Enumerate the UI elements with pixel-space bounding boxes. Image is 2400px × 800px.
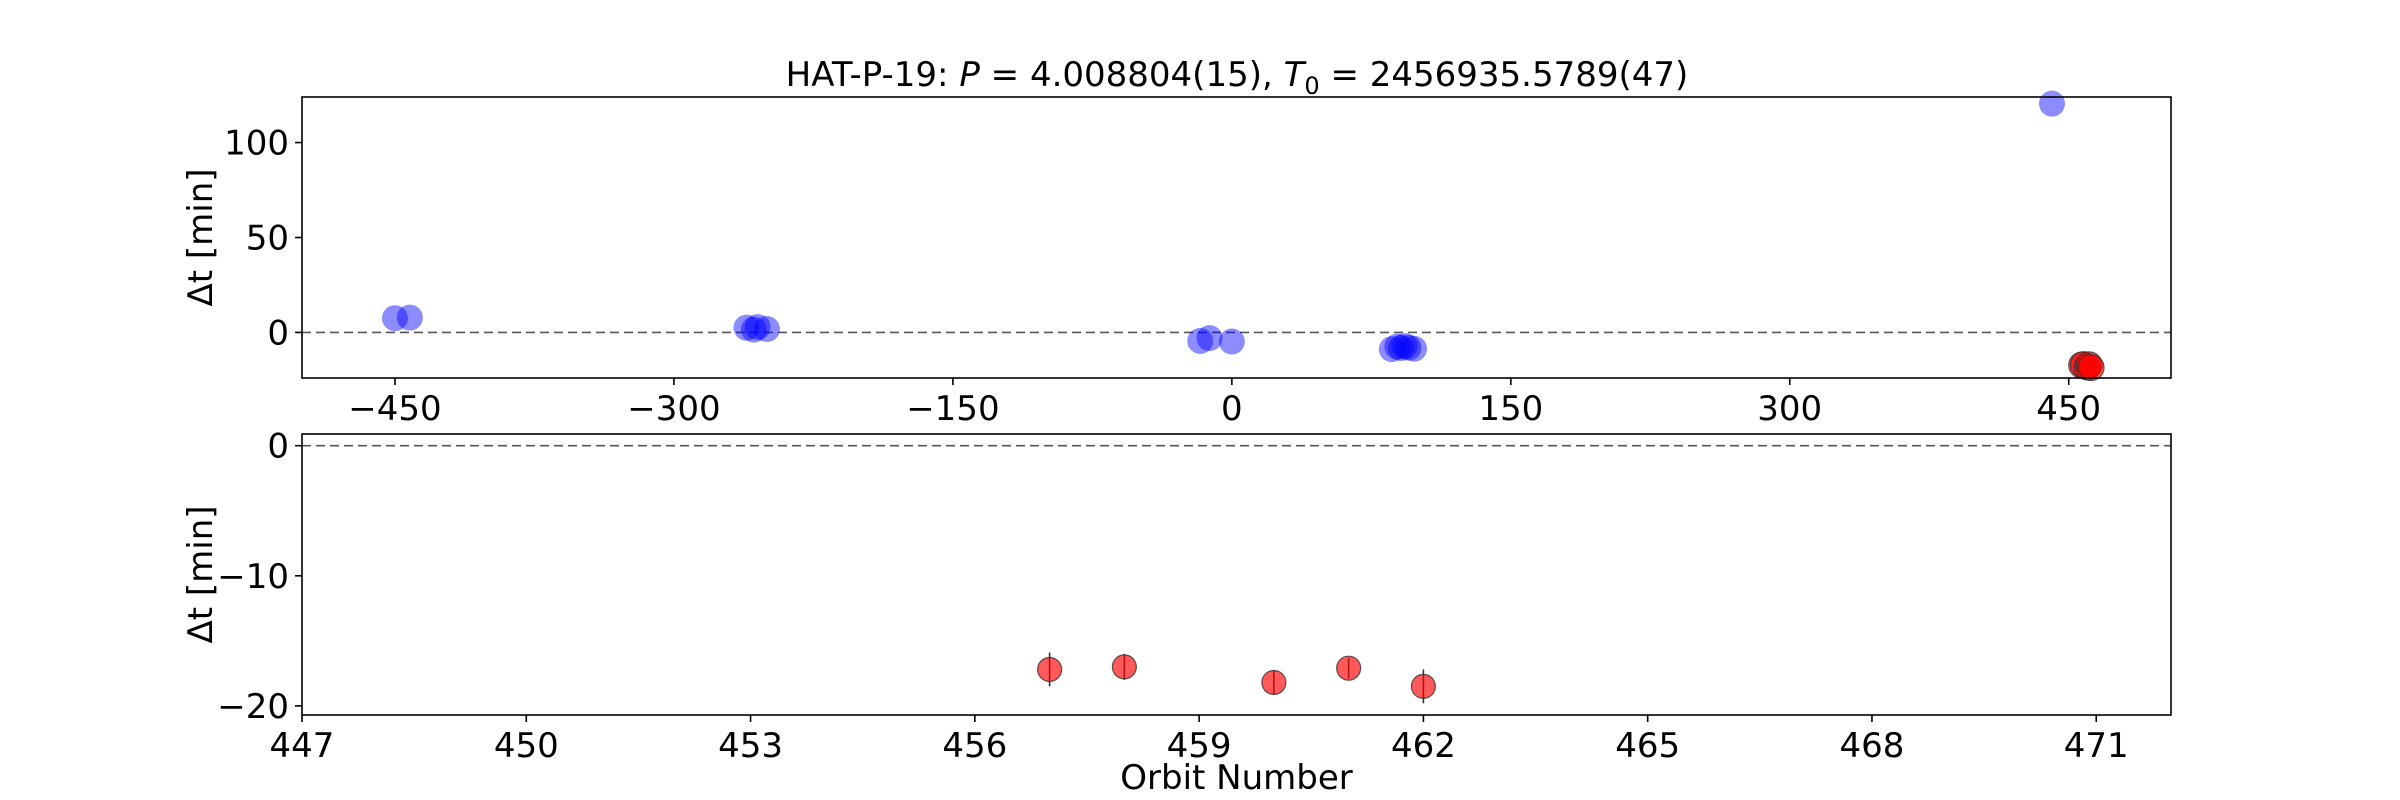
bottom-x-tick-label: 447 — [270, 726, 335, 766]
bottom-x-tick-label: 453 — [718, 726, 783, 766]
title-p-value: = 4.008804(15), — [980, 55, 1284, 95]
top-data-point — [1384, 333, 1411, 360]
title-p-symbol: P — [959, 55, 980, 95]
bottom-data-point — [1261, 669, 1287, 696]
top-data-point — [2038, 90, 2065, 117]
bottom-y-tick-label: 0 — [267, 427, 289, 467]
bottom-data-point — [1410, 673, 1437, 699]
top-data-point — [1187, 327, 1214, 354]
top-x-tick-label: 0 — [1221, 389, 1243, 429]
top-y-tick-label: 50 — [246, 219, 289, 259]
top-x-tick-label: 300 — [1757, 389, 1822, 429]
top-x-tick-label: −450 — [348, 389, 441, 429]
bottom-x-tick-label: 468 — [1840, 726, 1905, 766]
bottom-x-tick-label: 450 — [494, 726, 559, 766]
top-x-tick-label: 450 — [2036, 389, 2101, 429]
title-prefix: HAT-P-19: — [786, 55, 960, 95]
title-t-value: = 2456935.5789(47) — [1320, 55, 1689, 95]
bottom-x-tick-label: 462 — [1391, 726, 1456, 766]
top-data-point — [1388, 335, 1415, 362]
top-data-point — [1391, 333, 1418, 360]
top-data-point — [1378, 336, 1405, 363]
top-data-point — [1218, 328, 1245, 355]
top-data-point — [753, 316, 780, 343]
top-data-point — [1401, 335, 1428, 362]
top-y-tick-label: 0 — [267, 313, 289, 353]
top-y-axis-label: Δt [min] — [181, 168, 221, 306]
top-x-tick-label: 150 — [1478, 389, 1543, 429]
bottom-y-axis-label: Δt [min] — [181, 505, 221, 643]
bottom-panel: 447 450 453 456 459 462 465 468 471 0 −10 −20 Δt [mi… — [181, 427, 2172, 798]
bottom-data-point — [1111, 654, 1137, 680]
bottom-x-tick-label: 459 — [1167, 726, 1232, 766]
chart-title: HAT-P-19: P = 4.008804(15), T0 = 2456935… — [786, 55, 1689, 100]
bottom-data-point — [1036, 656, 1063, 683]
top-y-tick-label: 100 — [224, 124, 289, 164]
top-data-point — [396, 304, 423, 331]
top-data-point — [2077, 353, 2105, 382]
top-x-tick-label: −150 — [906, 389, 999, 429]
bottom-x-tick-label: 456 — [942, 726, 1007, 766]
bottom-x-axis-label: Orbit Number — [1120, 758, 1353, 798]
top-x-tick-label: −300 — [627, 389, 720, 429]
title-t-subscript: 0 — [1304, 72, 1319, 100]
bottom-x-tick-label: 465 — [1615, 726, 1680, 766]
title-t-symbol: T — [1284, 55, 1307, 95]
bottom-plot-frame — [301, 433, 2172, 716]
bottom-x-tick-label: 471 — [2064, 726, 2129, 766]
top-data-point — [733, 314, 760, 341]
top-data-point — [381, 305, 408, 332]
bottom-y-tick-label: −20 — [217, 687, 289, 727]
bottom-y-tick-label: −10 — [217, 557, 289, 597]
top-data-point — [744, 314, 771, 341]
top-data-point — [740, 316, 767, 343]
top-data-point — [1196, 325, 1223, 352]
top-data-point — [1395, 334, 1422, 361]
bottom-data-point — [1336, 655, 1362, 681]
